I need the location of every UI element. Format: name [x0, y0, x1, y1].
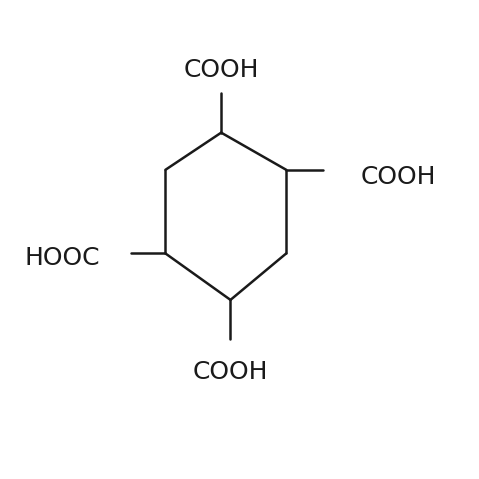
Text: COOH: COOH: [183, 57, 259, 81]
Text: HOOC: HOOC: [25, 246, 101, 270]
Text: COOH: COOH: [193, 360, 268, 384]
Text: COOH: COOH: [361, 165, 436, 189]
